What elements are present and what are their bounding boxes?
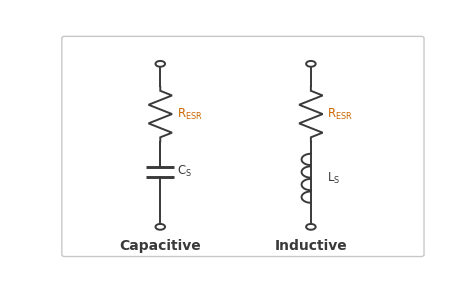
FancyBboxPatch shape (62, 36, 424, 257)
Text: $\mathsf{C_S}$: $\mathsf{C_S}$ (177, 164, 192, 179)
Text: $\mathsf{R_{ESR}}$: $\mathsf{R_{ESR}}$ (177, 106, 203, 122)
Text: $\mathsf{R_{ESR}}$: $\mathsf{R_{ESR}}$ (328, 106, 354, 122)
Text: Capacitive: Capacitive (119, 239, 201, 253)
Text: Inductive: Inductive (274, 239, 347, 253)
Text: $\mathsf{L_S}$: $\mathsf{L_S}$ (328, 171, 341, 186)
